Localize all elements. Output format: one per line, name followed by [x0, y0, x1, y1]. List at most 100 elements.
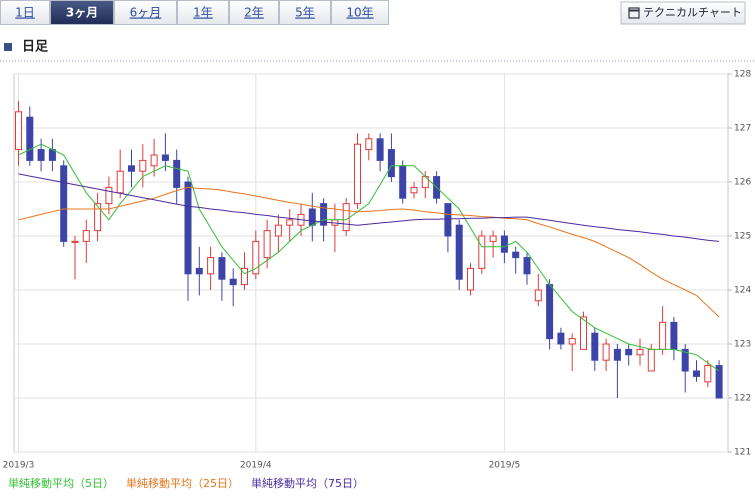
- candle-body: [500, 235, 508, 253]
- candle-body: [139, 159, 147, 172]
- candle-body: [489, 235, 497, 242]
- tab[interactable]: [114, 0, 177, 25]
- labels: 121 122 123 124 125 126 127 128 2019/3 2019/4 2019…: [3, 70, 752, 491]
- candle-body: [512, 251, 520, 259]
- candle-body: [71, 240, 79, 243]
- candle-body: [229, 278, 237, 286]
- candle-body: [207, 257, 215, 275]
- legend-entry: 単純移動平均（25日）: [126, 476, 239, 490]
- candle-body: [613, 348, 621, 361]
- candle-body: [274, 224, 282, 237]
- candle-body: [94, 203, 102, 232]
- candle-body: [150, 154, 158, 167]
- y-tick-label: 121: [734, 448, 751, 458]
- candle-body: [128, 165, 135, 172]
- technical-button[interactable]: [620, 1, 746, 25]
- candle-body: [354, 143, 361, 205]
- candle-body: [241, 267, 248, 286]
- candle-body: [568, 338, 576, 345]
- candle-body: [534, 289, 542, 302]
- button-icon: [628, 7, 640, 19]
- y-tick-label: 127: [734, 124, 751, 134]
- candle-body: [320, 203, 328, 226]
- tab-label[interactable]: 1年: [193, 6, 213, 20]
- candle-body: [82, 230, 90, 242]
- candle-body: [546, 284, 554, 340]
- candle-body: [591, 332, 599, 361]
- candle-body: [105, 186, 113, 205]
- tab-label[interactable]: 2年: [244, 6, 264, 20]
- candle-body: [26, 116, 34, 161]
- x-tick-label: 2019/5: [489, 461, 521, 471]
- tab-label[interactable]: 5年: [295, 6, 315, 20]
- grid: [14, 73, 732, 453]
- candle-body: [308, 208, 316, 226]
- ma-line: [18, 173, 720, 242]
- candle-body: [410, 186, 418, 194]
- candle-body: [625, 348, 633, 356]
- candle-body: [602, 343, 610, 361]
- candle-body: [399, 165, 407, 199]
- y-tick-label: 128: [734, 70, 751, 80]
- button-label[interactable]: テクニカルチャート: [643, 6, 742, 19]
- x-tick-label: 2019/4: [240, 461, 272, 471]
- ma-line: [18, 186, 720, 318]
- candle-body: [704, 365, 712, 383]
- candle-body: [693, 370, 700, 377]
- candle-body: [387, 149, 395, 178]
- candle-body: [478, 235, 486, 269]
- tab[interactable]: [229, 0, 279, 25]
- candle-body: [252, 240, 260, 275]
- marks: [15, 101, 723, 399]
- candle-body: [715, 365, 723, 399]
- candle-body: [60, 165, 68, 242]
- tab[interactable]: [279, 0, 331, 25]
- candle-body: [467, 267, 474, 291]
- candle-body: [286, 219, 294, 226]
- x-tick-label: 2019/3: [3, 461, 35, 471]
- candle-body: [184, 181, 192, 275]
- y-tick-label: 125: [734, 232, 751, 242]
- plot-area: [13, 73, 729, 453]
- tab[interactable]: [50, 0, 114, 25]
- y-tick-label: 123: [734, 340, 751, 350]
- ma-line: [18, 143, 720, 372]
- candle-body: [444, 203, 452, 237]
- tab[interactable]: [0, 0, 50, 25]
- candle-body: [365, 138, 373, 151]
- legend-entry: 単純移動平均（5日）: [8, 476, 114, 490]
- tab[interactable]: [177, 0, 229, 25]
- legend-entry: 単純移動平均（75日）: [251, 476, 364, 490]
- candle-body: [116, 170, 124, 194]
- y-tick-label: 126: [734, 178, 751, 188]
- candle-body: [218, 257, 226, 280]
- candle-body: [580, 316, 587, 350]
- tab[interactable]: [331, 0, 389, 25]
- candle-body: [263, 230, 271, 259]
- tab-label[interactable]: 3ヶ月: [66, 6, 98, 20]
- tab-label[interactable]: 10年: [346, 6, 373, 20]
- candle-body: [659, 321, 667, 350]
- candle-body: [647, 348, 655, 372]
- candle-body: [48, 149, 56, 161]
- candle-body: [523, 257, 531, 275]
- candle-body: [636, 348, 644, 356]
- tab-label[interactable]: 1日: [15, 6, 35, 20]
- range-tabs: 1日 3ヶ月 6ヶ月 1年 2年 5年 10年: [0, 0, 389, 25]
- candle-body: [37, 149, 45, 161]
- candle-body: [15, 111, 22, 151]
- tab-label[interactable]: 6ヶ月: [130, 6, 162, 20]
- y-tick-label: 122: [734, 394, 751, 404]
- candle-body: [161, 154, 169, 161]
- y-tick-label: 124: [734, 286, 751, 296]
- candle-body: [557, 332, 565, 345]
- candle-body: [376, 138, 384, 161]
- candle-body: [455, 224, 463, 280]
- section-title: 日足: [22, 40, 49, 55]
- candle-body: [342, 203, 350, 232]
- section-icon: [4, 43, 12, 51]
- candle-body: [670, 321, 678, 350]
- candle-body: [681, 348, 689, 372]
- candle-body: [173, 159, 181, 188]
